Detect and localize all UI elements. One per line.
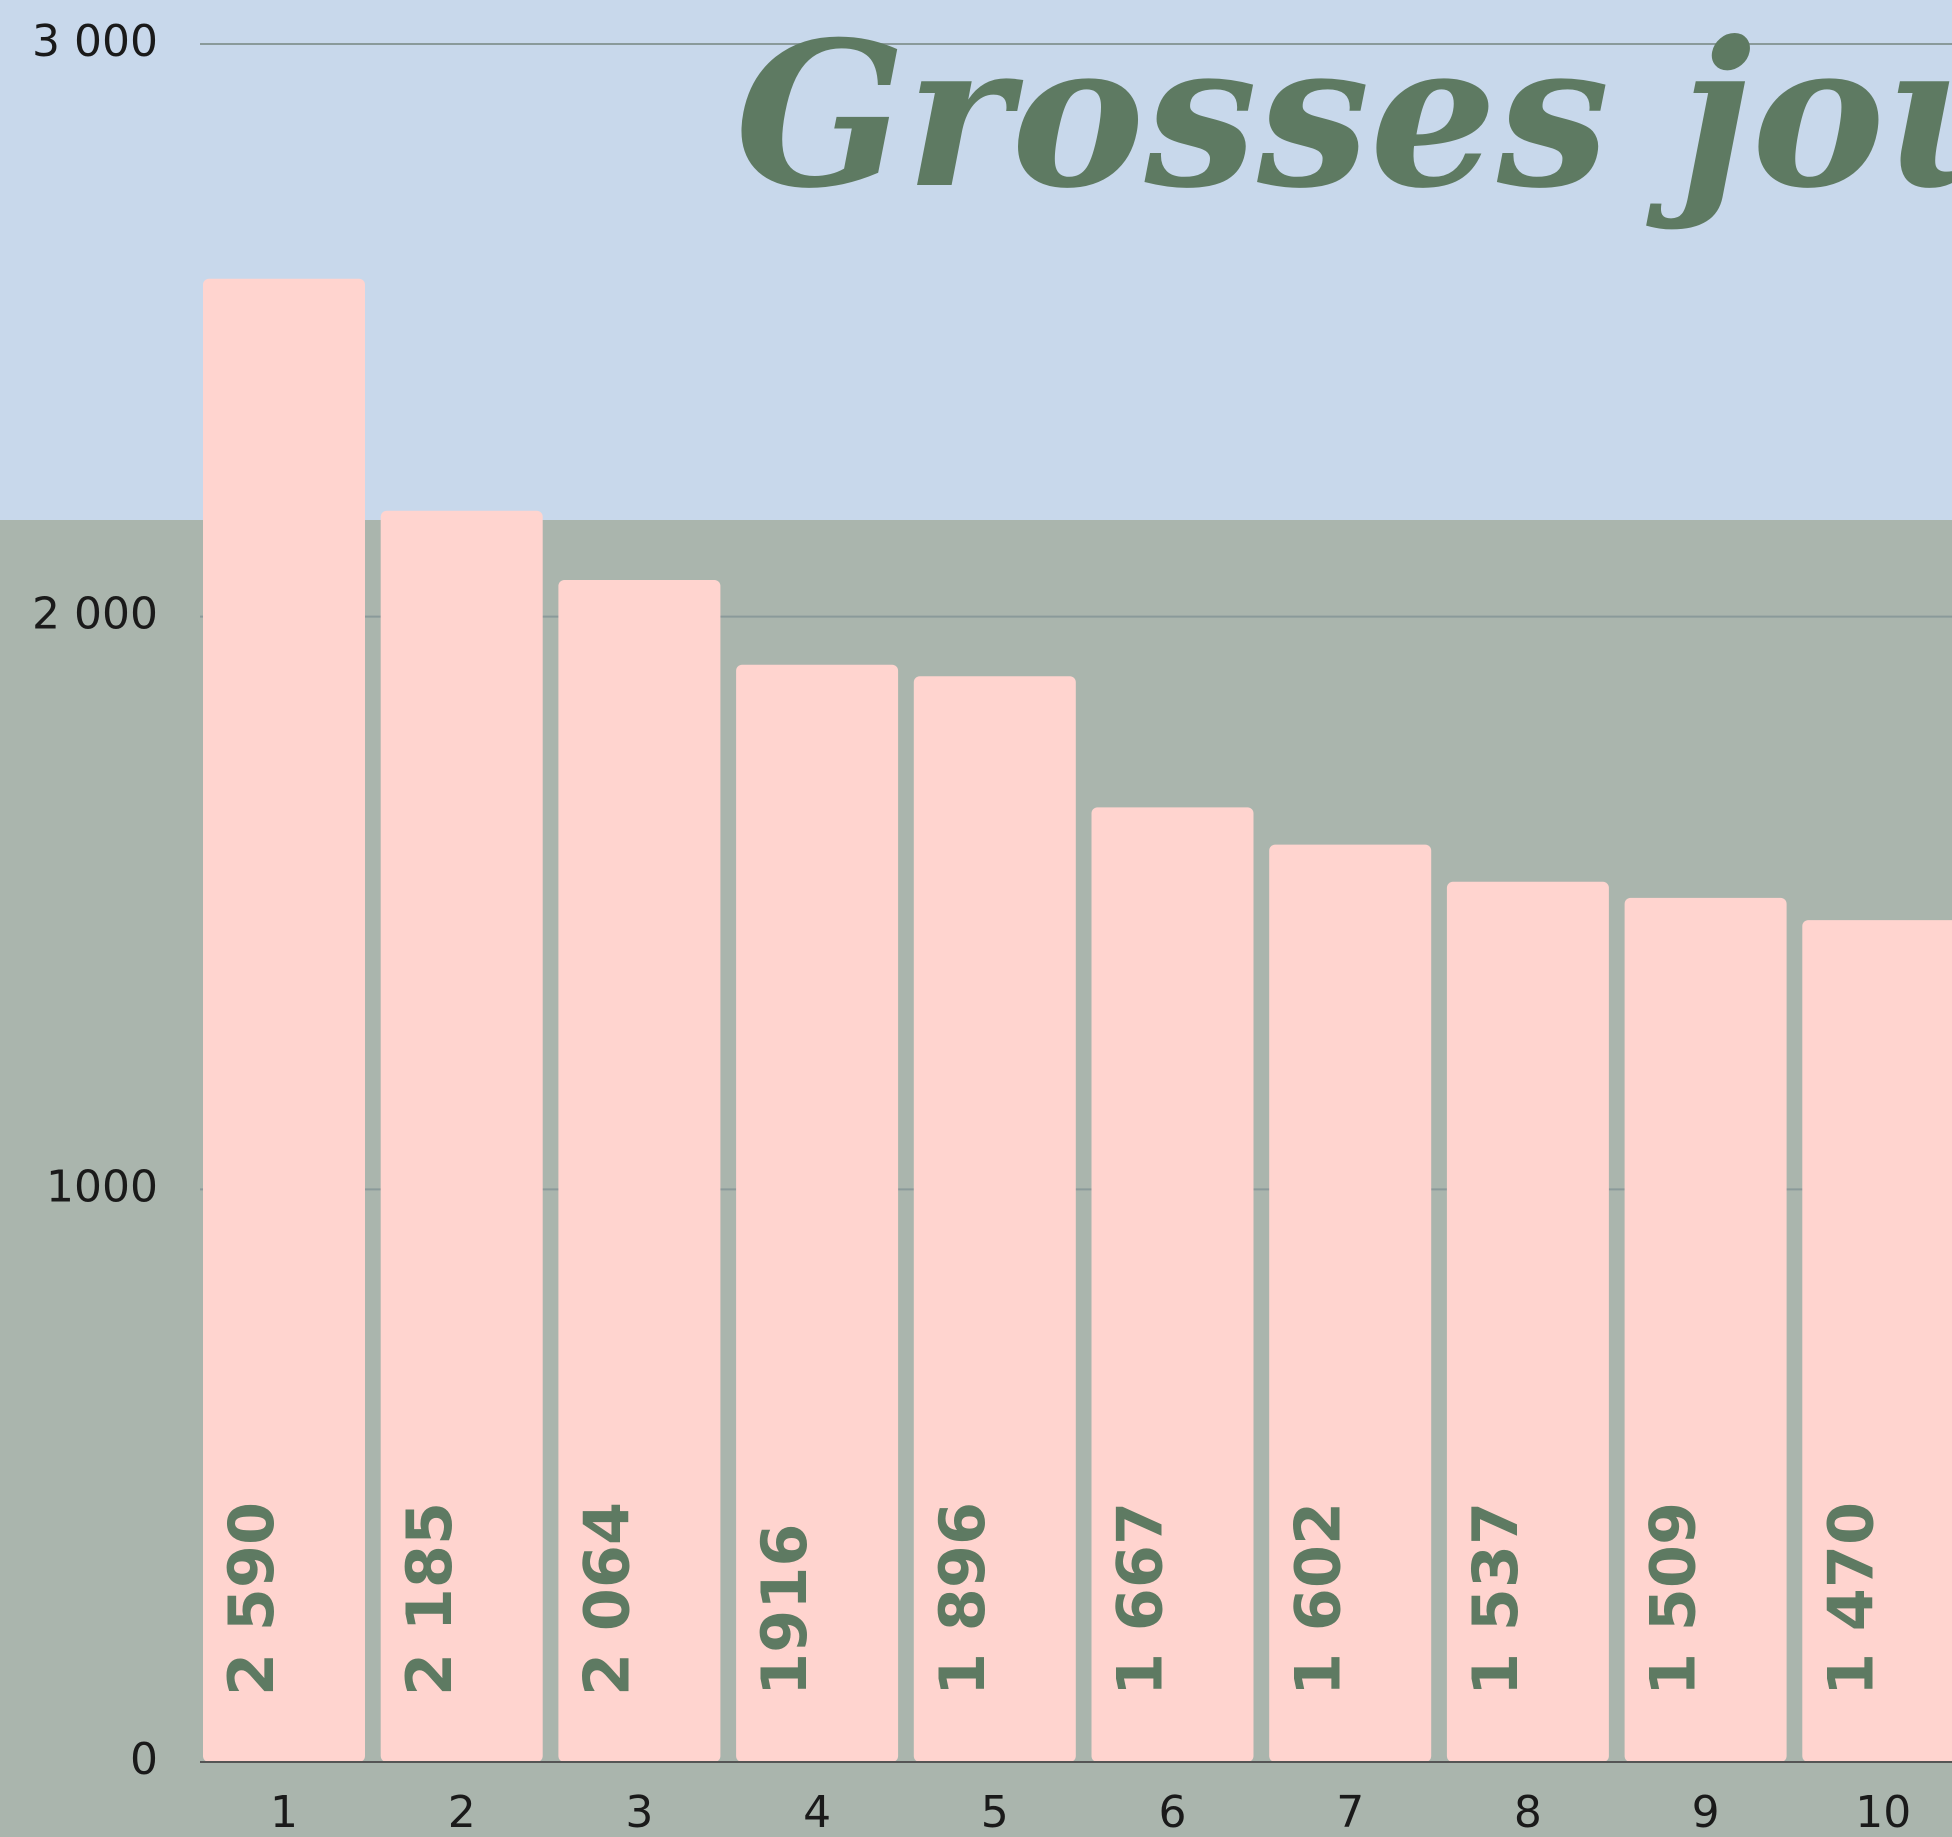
value-label: 1 537 <box>1459 1502 1532 1696</box>
y-tick-label: 3 000 <box>32 16 158 67</box>
bar <box>1802 920 1952 1762</box>
value-label: 1 896 <box>926 1502 999 1696</box>
bar <box>558 580 721 1762</box>
value-label: 1 602 <box>1281 1502 1354 1696</box>
x-tick-label: 7 <box>1336 1787 1364 1837</box>
x-tick-label: 8 <box>1514 1787 1542 1837</box>
x-tick-label: 9 <box>1692 1787 1720 1837</box>
value-label: 1 667 <box>1104 1502 1177 1696</box>
x-tick-label: 10 <box>1855 1787 1911 1837</box>
y-tick-label: 1000 <box>46 1161 158 1212</box>
bar <box>1091 807 1254 1762</box>
bar <box>380 510 543 1762</box>
bar <box>1624 897 1787 1762</box>
bar <box>736 664 899 1762</box>
x-tick-label: 3 <box>625 1787 653 1837</box>
x-tick-label: 2 <box>448 1787 476 1837</box>
y-tick-label: 0 <box>130 1734 158 1785</box>
x-tick-label: 5 <box>981 1787 1009 1837</box>
value-label: 1 470 <box>1814 1502 1887 1696</box>
value-label: 2 064 <box>570 1502 643 1696</box>
chart-title: Grosses jours <box>735 0 1952 233</box>
x-tick-label: 4 <box>803 1787 831 1837</box>
x-tick-label: 1 <box>270 1787 298 1837</box>
bar <box>1446 881 1609 1762</box>
x-tick-label: 6 <box>1159 1787 1187 1837</box>
value-label: 1 509 <box>1637 1502 1710 1696</box>
bar <box>913 676 1076 1762</box>
value-label: 2 185 <box>393 1502 466 1696</box>
value-label: 1916 <box>748 1523 821 1696</box>
value-label: 2 590 <box>215 1502 288 1696</box>
bar <box>1269 844 1432 1762</box>
bar <box>203 278 365 1762</box>
y-tick-label: 2 000 <box>32 589 158 640</box>
